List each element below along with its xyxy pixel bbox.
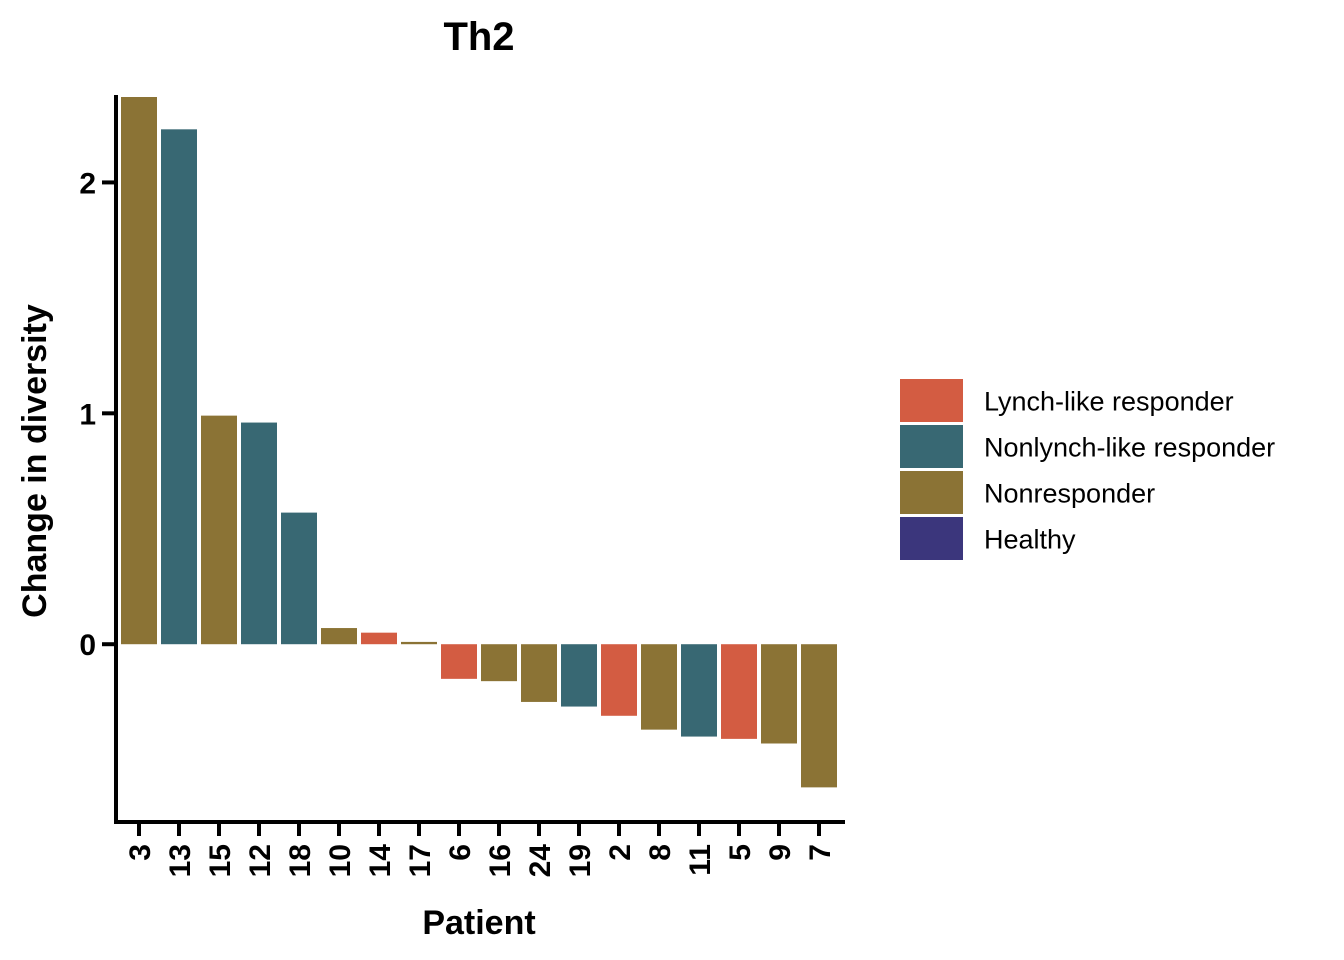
x-tick-label: 15: [204, 844, 237, 877]
bar-patient-3: [121, 97, 157, 645]
x-tick-label: 2: [604, 844, 637, 861]
bar-patient-9: [761, 644, 797, 744]
legend-swatch: [900, 379, 963, 422]
legend-swatch: [900, 425, 963, 468]
x-tick-label: 13: [164, 844, 197, 877]
bar-patient-16: [481, 644, 517, 682]
legend-label: Nonresponder: [984, 479, 1155, 509]
bar-patient-2: [601, 644, 637, 716]
bar-patient-17: [401, 641, 437, 645]
bar-patient-13: [161, 129, 197, 645]
legend-label: Lynch-like responder: [984, 387, 1234, 417]
y-axis: 0 1 2: [79, 95, 118, 824]
legend-label: Healthy: [984, 525, 1076, 555]
bar-patient-12: [241, 422, 277, 645]
y-tick-label: 1: [79, 398, 96, 431]
x-tick-label: 18: [284, 844, 317, 877]
y-axis-title: Change in diversity: [16, 304, 54, 618]
x-tick-label: 6: [444, 844, 477, 861]
x-tick-label: 7: [804, 844, 837, 861]
x-tick-label: 19: [564, 844, 597, 877]
x-tick-label: 12: [244, 844, 277, 877]
x-tick-label: 24: [524, 844, 557, 878]
x-tick-label: 17: [404, 844, 437, 877]
x-axis-title: Patient: [422, 904, 535, 942]
x-tick-label: 11: [684, 844, 717, 876]
bar-patient-5: [721, 644, 757, 739]
x-tick-label: 16: [484, 844, 517, 877]
bar-patient-19: [561, 644, 597, 707]
bar-patient-15: [201, 415, 237, 645]
x-tick-label: 8: [644, 844, 677, 861]
x-tick-label: 9: [764, 844, 797, 861]
legend-swatch: [900, 517, 963, 560]
x-tick-label: 5: [724, 844, 757, 861]
y-tick-label: 2: [79, 167, 96, 200]
legend: Lynch-like responder Nonlynch-like respon…: [900, 379, 1275, 560]
bar-patient-18: [281, 512, 317, 645]
y-tick-label: 0: [79, 629, 96, 662]
bar-patient-14: [361, 632, 397, 645]
bar-patient-11: [681, 644, 717, 737]
bar-patient-6: [441, 644, 477, 679]
legend-swatch: [900, 471, 963, 514]
x-tick-label: 14: [364, 844, 397, 878]
x-tick-label: 10: [324, 844, 357, 877]
bar-patient-8: [641, 644, 677, 730]
bar-patient-10: [321, 628, 357, 645]
x-tick-label: 3: [124, 844, 157, 861]
bar-patient-7: [801, 644, 837, 788]
bars-group: [121, 97, 837, 788]
bar-patient-24: [521, 644, 557, 702]
chart-title: Th2: [443, 15, 514, 59]
x-axis: 3 13 15 12 18 10 14 17 6 16 24 19 2 8 11 5 9 7: [114, 820, 845, 878]
legend-label: Nonlynch-like responder: [984, 433, 1275, 463]
